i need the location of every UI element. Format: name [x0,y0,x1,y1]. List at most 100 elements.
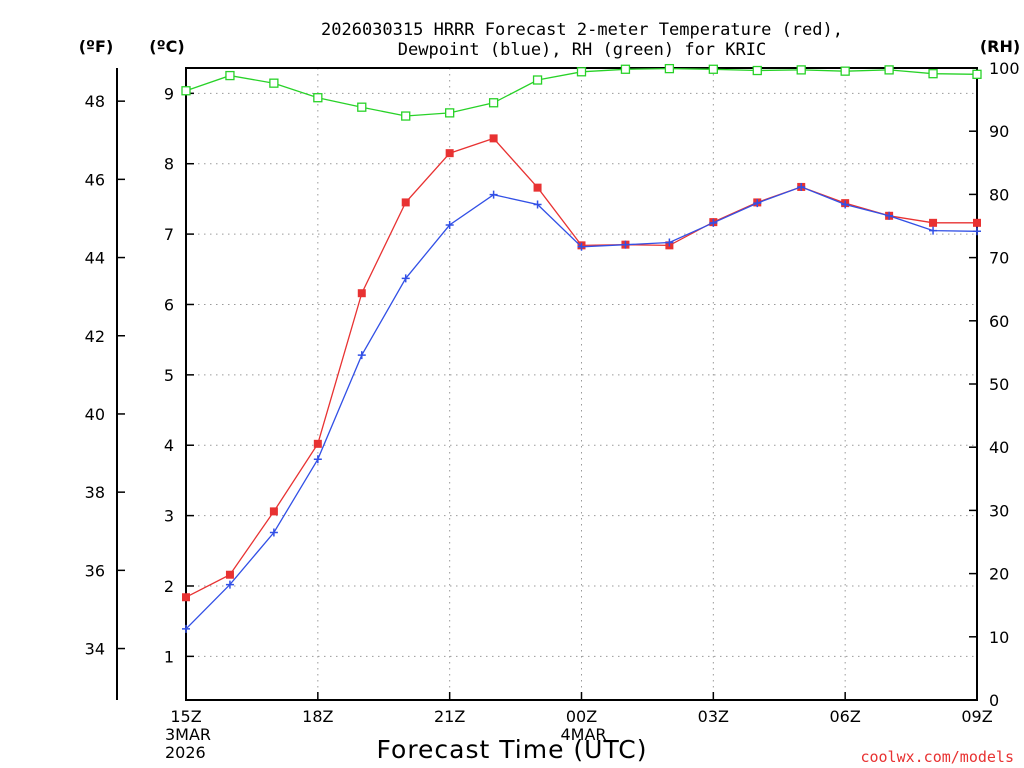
grid-lines [186,68,977,700]
rh-point [269,78,279,88]
celsius-tick-label: 6 [164,295,174,314]
x-tick-label: 00Z [566,707,597,726]
fahrenheit-tick-label: 42 [85,327,105,346]
dewpoint-point [533,200,542,209]
rh-point [884,65,894,75]
rh-point [928,69,938,79]
rh-tick-label: 70 [989,249,1009,268]
temperature-point [357,289,366,298]
dewpoint-point [621,240,630,249]
temperature-point [401,198,410,207]
fahrenheit-tick-label: 44 [85,249,105,268]
rh-point [752,65,762,76]
rh-point [313,93,323,103]
fahrenheit-tick-label: 36 [85,561,105,580]
temperature-point [182,593,190,602]
rh-point [445,108,455,118]
dewpoint-point [973,227,981,236]
dewpoint-point [401,274,410,283]
dewpoint-point [357,351,366,360]
dewpoint-point [841,200,850,209]
celsius-tick-label: 5 [164,366,174,385]
chart-title-line-1: 2026030315 HRRR Forecast 2-meter Tempera… [321,20,843,40]
rh-tick-label: 100 [989,59,1020,78]
x-tick-label: 03Z [698,707,729,726]
rh-point [840,66,850,76]
dewpoint-line [185,186,978,630]
dewpoint-point [885,211,894,220]
x-tick-date-label: 4MAR [561,725,607,744]
rh-point [532,75,543,85]
fahrenheit-tick-label: 38 [85,483,105,502]
celsius-tick-label: 7 [164,225,174,244]
dewpoint-point [709,218,718,227]
celsius-tick-label: 9 [164,84,174,103]
dewpoint-point [182,624,190,633]
x-axis-label: Forecast Time (UTC) [377,735,648,764]
dewpoint-point [665,238,674,247]
rh-tick-label: 80 [989,185,1009,204]
fahrenheit-tick-label: 48 [85,92,105,111]
temperature-point [929,218,938,227]
plot-frame [185,67,978,701]
rh-point [708,64,718,74]
rh-tick-label: 10 [989,628,1009,647]
x-tick-label: 21Z [434,707,465,726]
dewpoint-point [929,226,938,235]
dewpoint-point [445,220,454,229]
dewpoint-point [269,528,278,537]
x-tick-label: 06Z [830,707,861,726]
dewpoint-point [577,242,586,251]
temperature-point [269,507,278,516]
dewpoint-point [489,190,498,199]
rh-point [576,67,587,77]
dewpoint-point [225,580,234,589]
x-tick-year-label: 2026 [165,743,206,762]
x-tick-date-label: 3MAR [165,725,211,744]
rh-tick-label: 30 [989,501,1009,520]
chart-title-line-2: Dewpoint (blue), RH (green) for KRIC [398,40,766,60]
temperature-point [973,218,981,227]
dewpoint-point [753,199,762,208]
rh-unit-label: (RH) [980,37,1020,56]
axes: 1234567893436384042444648010203040506070… [85,59,1020,762]
celsius-tick-label: 3 [164,507,174,526]
data-series [181,63,982,633]
rh-point [620,64,631,74]
rh-tick-label: 50 [989,375,1009,394]
celsius-tick-label: 2 [164,577,174,596]
dewpoint-point [797,182,806,191]
temperature-point [313,439,322,448]
rh-point [488,98,499,108]
rh-point [401,111,411,121]
x-tick-label: 15Z [170,707,201,726]
rh-tick-label: 60 [989,312,1009,331]
rh-tick-label: 40 [989,438,1009,457]
rh-tick-label: 20 [989,565,1009,584]
temperature-point [445,149,454,158]
fahrenheit-tick-label: 40 [85,405,105,424]
celsius-unit-label: (ºC) [149,37,184,56]
fahrenheit-tick-label: 46 [85,170,105,189]
rh-tick-label: 90 [989,122,1009,141]
temperature-point [533,183,542,192]
fahrenheit-unit-label: (ºF) [79,37,114,56]
x-tick-label: 09Z [961,707,992,726]
celsius-tick-label: 1 [164,647,174,666]
temperature-point [225,570,234,579]
rh-point [181,86,191,96]
celsius-tick-label: 4 [164,436,174,455]
rh-point [225,70,235,81]
x-tick-label: 18Z [302,707,333,726]
rh-point [972,69,982,79]
celsius-tick-label: 8 [164,155,174,174]
rh-point [357,102,367,112]
rh-point [796,65,806,75]
rh-tick-label: 0 [989,691,999,710]
credit-link[interactable]: coolwx.com/models [860,748,1014,766]
rh-point [664,63,675,74]
fahrenheit-tick-label: 34 [85,640,105,659]
dewpoint-point [313,455,322,464]
temperature-point [489,134,498,143]
